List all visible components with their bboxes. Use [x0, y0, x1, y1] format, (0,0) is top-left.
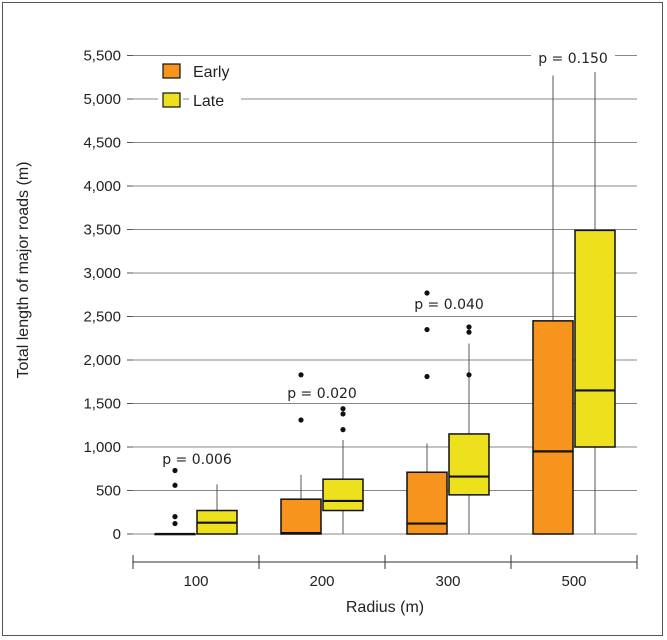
- outlier-point: [298, 372, 304, 378]
- outlier-point: [172, 467, 178, 474]
- y-tick-label: 1,000: [83, 439, 121, 456]
- x-axis-title: Radius (m): [346, 599, 424, 616]
- outlier-point: [340, 411, 346, 417]
- y-tick-label: 2,500: [83, 309, 121, 326]
- outlier-point: [424, 373, 430, 380]
- y-tick-label: 2,000: [83, 352, 121, 369]
- outlier-point: [340, 406, 346, 412]
- y-tick-label: 1,500: [83, 396, 121, 413]
- legend-swatch-early: [162, 63, 181, 79]
- outlier-point: [298, 417, 304, 423]
- y-axis-title: Total length of major roads (m): [15, 162, 32, 379]
- x-axis: 100 200 300 500: [132, 555, 638, 590]
- p-value-label: p = 0.040: [414, 297, 484, 313]
- box-late-500: [574, 72, 616, 534]
- y-tick-label: 5,500: [83, 48, 121, 65]
- outlier-point: [466, 372, 472, 378]
- box-rect: [532, 320, 574, 535]
- p-value-label: p = 0.150: [538, 51, 608, 67]
- outlier-point: [424, 326, 430, 333]
- box-early-200: [280, 372, 322, 535]
- legend-swatch-late: [162, 92, 181, 108]
- y-tick-label: 4,000: [83, 178, 121, 195]
- box-rect: [406, 471, 448, 535]
- p-value-label: p = 0.020: [287, 386, 357, 402]
- box-late-200: [322, 406, 364, 534]
- outlier-point: [340, 427, 346, 433]
- outlier-point: [172, 514, 178, 520]
- x-tick-label: 200: [309, 573, 334, 590]
- y-tick-label: 500: [96, 483, 121, 500]
- outlier-point: [172, 520, 178, 527]
- box-rect: [574, 229, 616, 448]
- y-tick-label: 3,000: [83, 265, 121, 282]
- box-rect: [322, 478, 364, 512]
- legend-label-early: Early: [193, 64, 229, 81]
- outlier-point: [172, 482, 178, 488]
- box-early-300: [406, 290, 448, 535]
- y-tick-label: 4,500: [83, 135, 121, 152]
- y-tick-label: 0: [113, 526, 121, 543]
- y-axis-ticks: 0 500 1,000 1,500 2,000 2,500 3,000 3,500 4,000 4…: [83, 48, 133, 543]
- legend-label-late: Late: [193, 93, 224, 110]
- box-early-100: [154, 467, 196, 536]
- legend-label-bg: [189, 60, 241, 80]
- outlier-point: [466, 324, 472, 330]
- box-late-100: [196, 484, 238, 535]
- box-series: [154, 72, 616, 536]
- annotation-bg: [531, 48, 615, 68]
- box-late-300: [448, 324, 490, 534]
- box-rect: [280, 498, 322, 535]
- box-early-500: [532, 75, 574, 535]
- legend: Early Late: [158, 60, 241, 110]
- y-tick-label: 3,500: [83, 222, 121, 239]
- p-value-label: p = 0.006: [162, 452, 232, 468]
- x-tick-label: 500: [561, 573, 586, 590]
- x-tick-label: 300: [435, 573, 460, 590]
- outlier-point: [466, 329, 472, 335]
- x-tick-label: 100: [183, 573, 208, 590]
- y-tick-label: 5,000: [83, 91, 121, 108]
- outlier-point: [424, 290, 430, 296]
- p-value-annotations: p = 0.006 p = 0.020 p = 0.040 p = 0.150: [162, 48, 615, 468]
- legend-label-bg: [189, 89, 241, 109]
- box-rect: [448, 433, 490, 496]
